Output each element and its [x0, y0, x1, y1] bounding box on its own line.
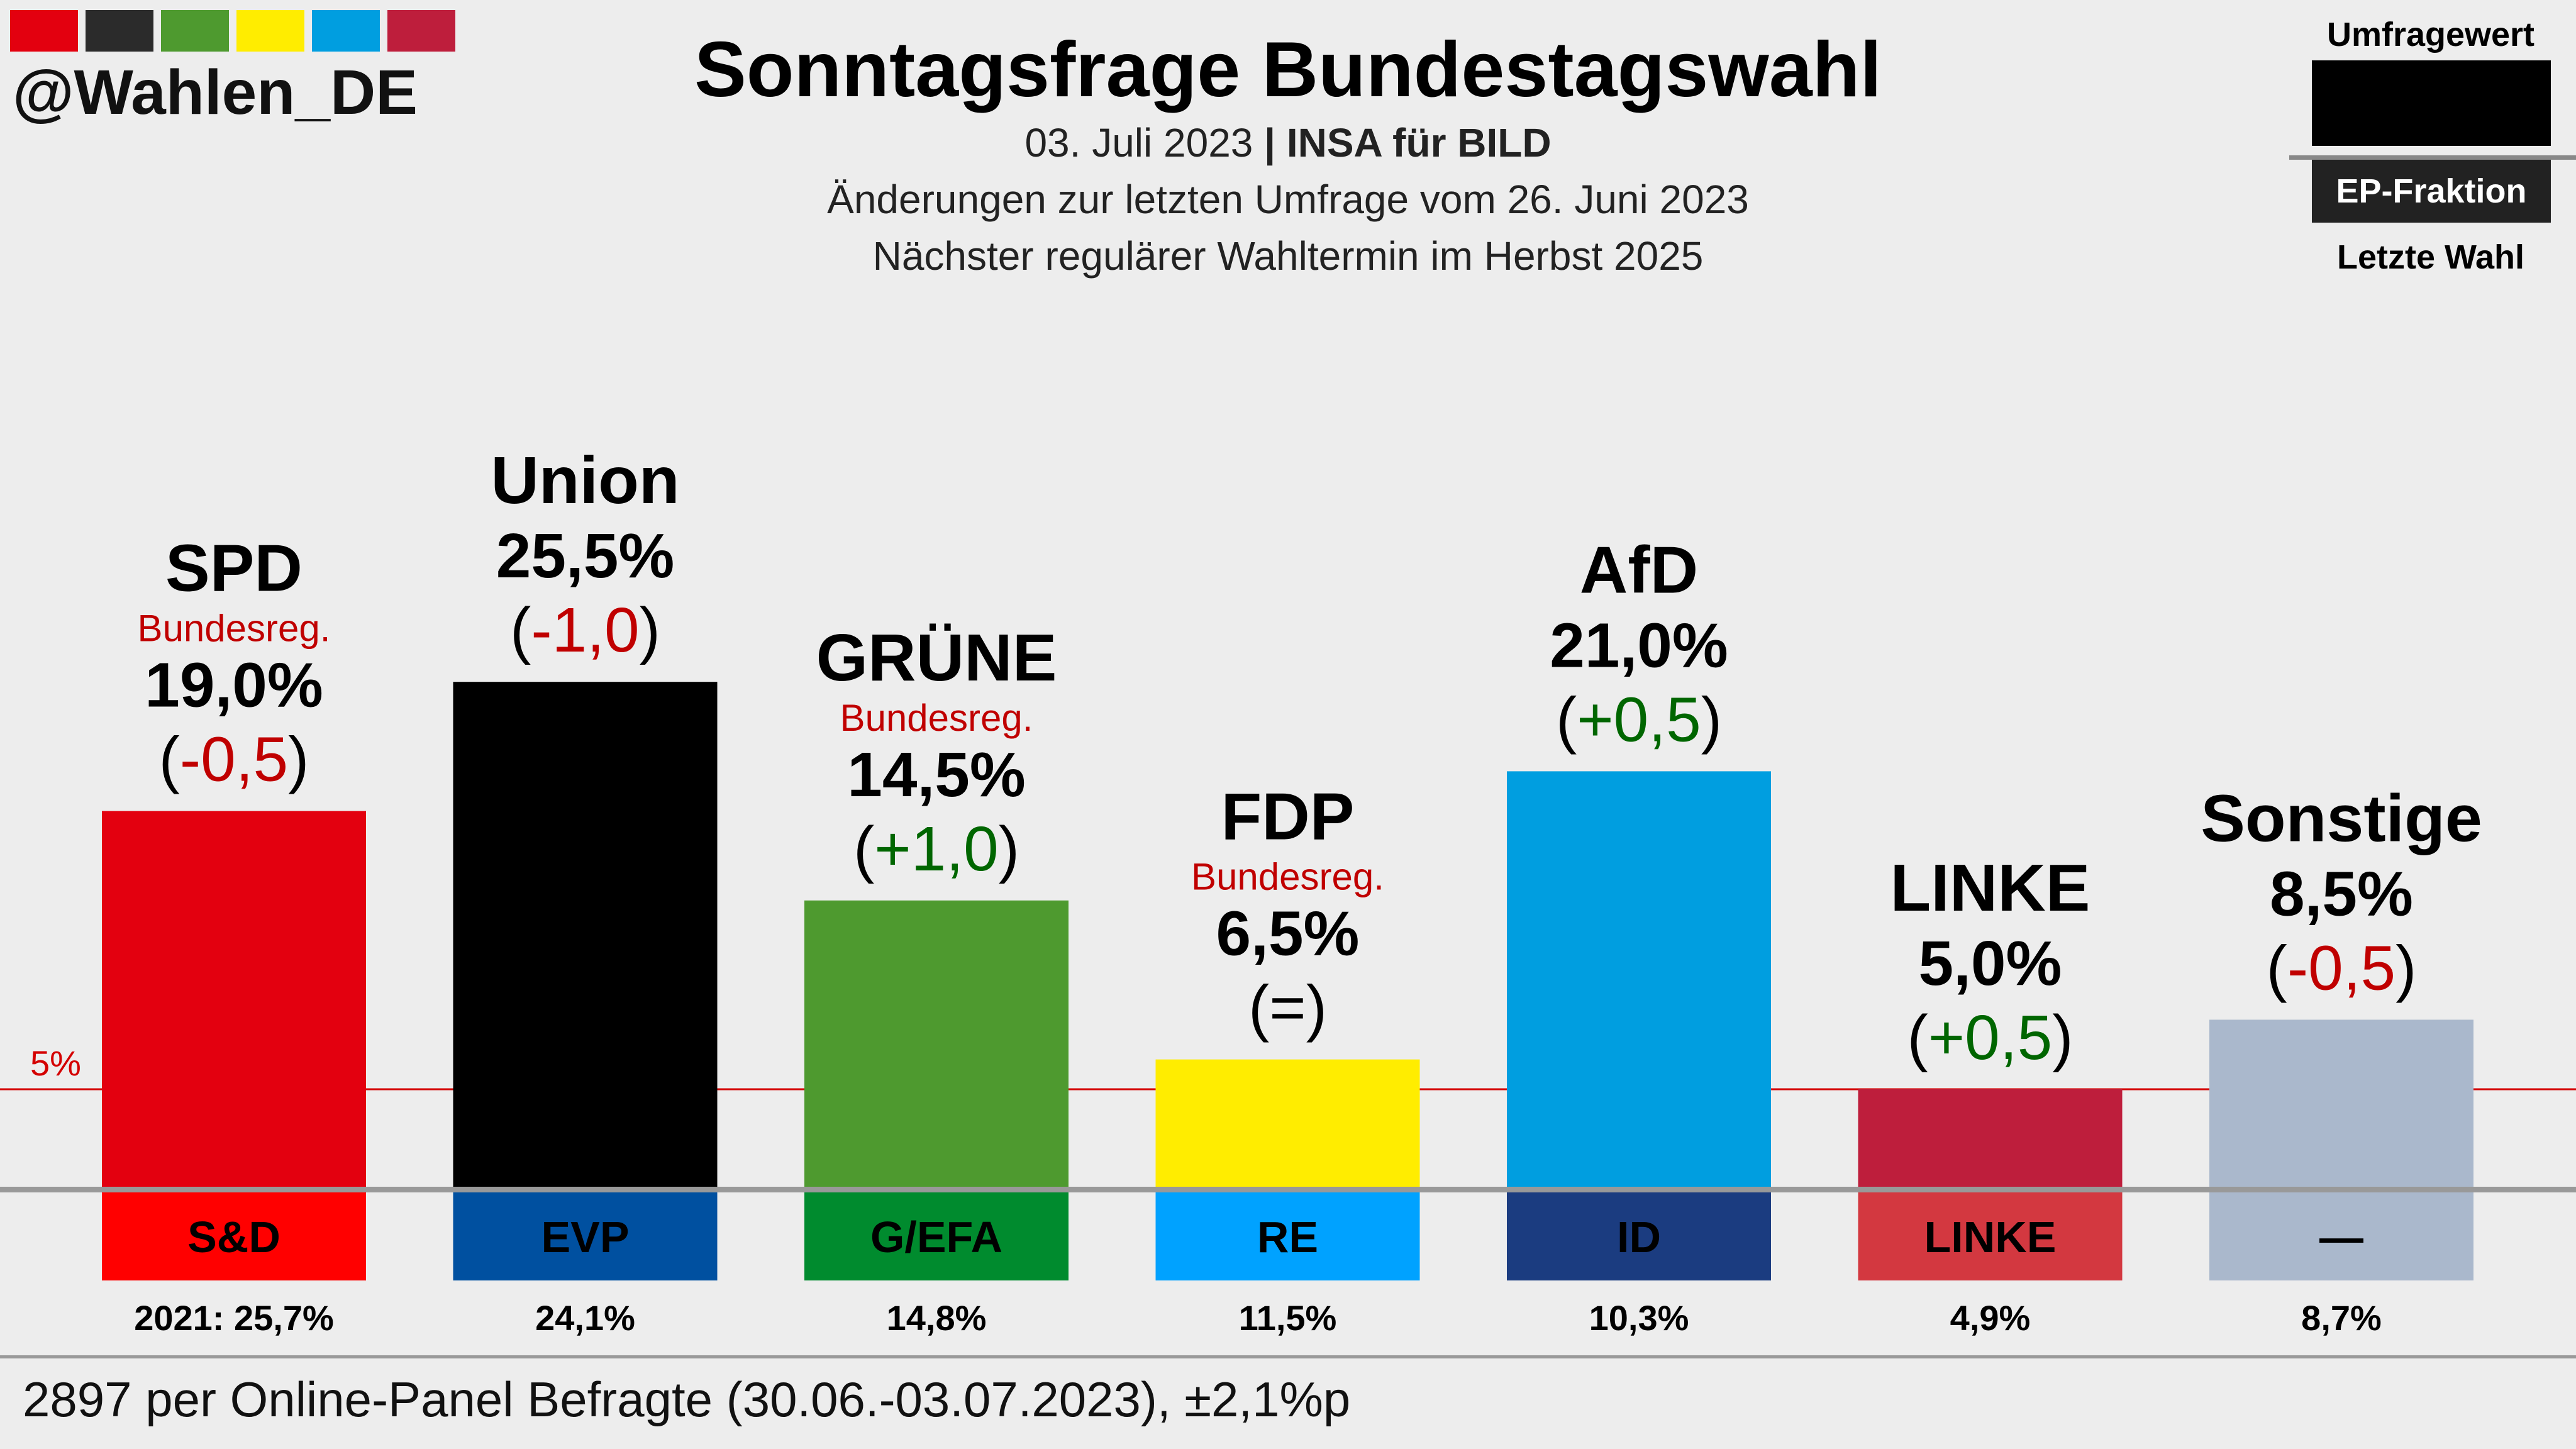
bar	[804, 900, 1069, 1189]
bar-change-label: (+0,5)	[1907, 1002, 2073, 1073]
poll-institute: INSA für BILD	[1286, 120, 1552, 165]
ep-group-box	[1507, 1192, 1771, 1280]
bar-value-label: 5,0%	[1919, 928, 2062, 999]
color-swatch	[86, 10, 153, 52]
ep-group-box	[1858, 1192, 2123, 1280]
bar-value-label: 8,5%	[2270, 858, 2413, 929]
change-note: Änderungen zur letzten Umfrage vom 26. J…	[827, 177, 1749, 222]
legend-poll-bar	[2312, 60, 2551, 146]
government-label: Bundesreg.	[138, 608, 331, 650]
chart-subtitle: 03. Juli 2023 | INSA für BILD	[0, 119, 2576, 166]
poll-date: 03. Juli 2023	[1024, 120, 1253, 165]
last-election-value: 24,1%	[535, 1298, 635, 1338]
ep-group-label: G/EFA	[870, 1213, 1002, 1262]
last-election-value: 8,7%	[2301, 1298, 2382, 1338]
party-name: SPD	[165, 531, 303, 606]
last-election-value: 2021: 25,7%	[134, 1298, 334, 1338]
party-name: AfD	[1580, 533, 1698, 607]
bar	[102, 811, 366, 1189]
chart-baseline	[0, 1187, 2576, 1192]
last-election-value: 4,9%	[1950, 1298, 2031, 1338]
bar	[2209, 1019, 2473, 1189]
ep-group-label: ID	[1617, 1213, 1661, 1262]
party-name: FDP	[1221, 780, 1355, 854]
bar-value-label: 19,0%	[145, 650, 323, 721]
account-handle: @Wahlen_DE	[13, 57, 418, 128]
party-name: Union	[491, 443, 679, 518]
color-swatch	[387, 10, 455, 52]
bar-change-label: (-1,0)	[510, 595, 660, 665]
last-election-value: 10,3%	[1589, 1298, 1689, 1338]
last-election-value: 14,8%	[887, 1298, 987, 1338]
threshold-label: 5%	[30, 1043, 81, 1083]
ep-group-label: LINKE	[1924, 1213, 2057, 1262]
ep-group-box	[1155, 1192, 1420, 1280]
bar-value-label: 21,0%	[1550, 610, 1728, 680]
bar-change-label: (-0,5)	[2267, 933, 2417, 1003]
bar	[1858, 1089, 2123, 1189]
subtitle-separator: |	[1264, 120, 1276, 165]
ep-group-box	[453, 1192, 718, 1280]
ep-group-label: RE	[1257, 1213, 1318, 1262]
last-election-value: 11,5%	[1239, 1298, 1337, 1338]
bar-value-label: 14,5%	[847, 740, 1026, 810]
chart-title: Sonntagsfrage Bundestagswahl	[694, 26, 1882, 113]
ep-group-label: EVP	[541, 1213, 629, 1262]
ep-group-label: S&D	[187, 1213, 280, 1262]
party-name: Sonstige	[2201, 781, 2482, 855]
color-swatch	[312, 10, 380, 52]
bar-change-label: (=)	[1248, 973, 1327, 1043]
color-swatch	[161, 10, 229, 52]
legend-baseline	[2289, 155, 2576, 160]
party-name: LINKE	[1890, 851, 2090, 925]
bar-value-label: 25,5%	[496, 521, 675, 591]
color-swatch	[236, 10, 304, 52]
next-election-note: Nächster regulärer Wahltermin im Herbst …	[872, 233, 1704, 279]
footer-divider	[0, 1355, 2576, 1358]
ep-group-label: —	[2319, 1213, 2363, 1262]
government-label: Bundesreg.	[840, 697, 1033, 739]
ep-group-box	[102, 1192, 366, 1280]
bar-change-label: (-0,5)	[159, 724, 309, 795]
bar-change-label: (+1,0)	[853, 814, 1019, 884]
color-swatch	[10, 10, 78, 52]
legend-last-election-label: Letzte Wahl	[2336, 238, 2524, 276]
bar	[453, 682, 718, 1189]
bar	[1155, 1059, 1420, 1189]
bar-change-label: (+0,5)	[1556, 684, 1722, 755]
party-name: GRÜNE	[816, 621, 1057, 695]
sample-footnote: 2897 per Online-Panel Befragte (30.06.-0…	[23, 1372, 1351, 1427]
ep-group-box	[804, 1192, 1069, 1280]
legend-ep-group-box: EP-Fraktion	[2312, 160, 2551, 223]
government-label: Bundesreg.	[1191, 856, 1384, 898]
bar	[1507, 771, 1771, 1189]
bar-value-label: 6,5%	[1216, 899, 1360, 969]
ep-group-box	[2209, 1192, 2473, 1280]
legend-poll-value-label: Umfragewert	[2326, 16, 2535, 53]
